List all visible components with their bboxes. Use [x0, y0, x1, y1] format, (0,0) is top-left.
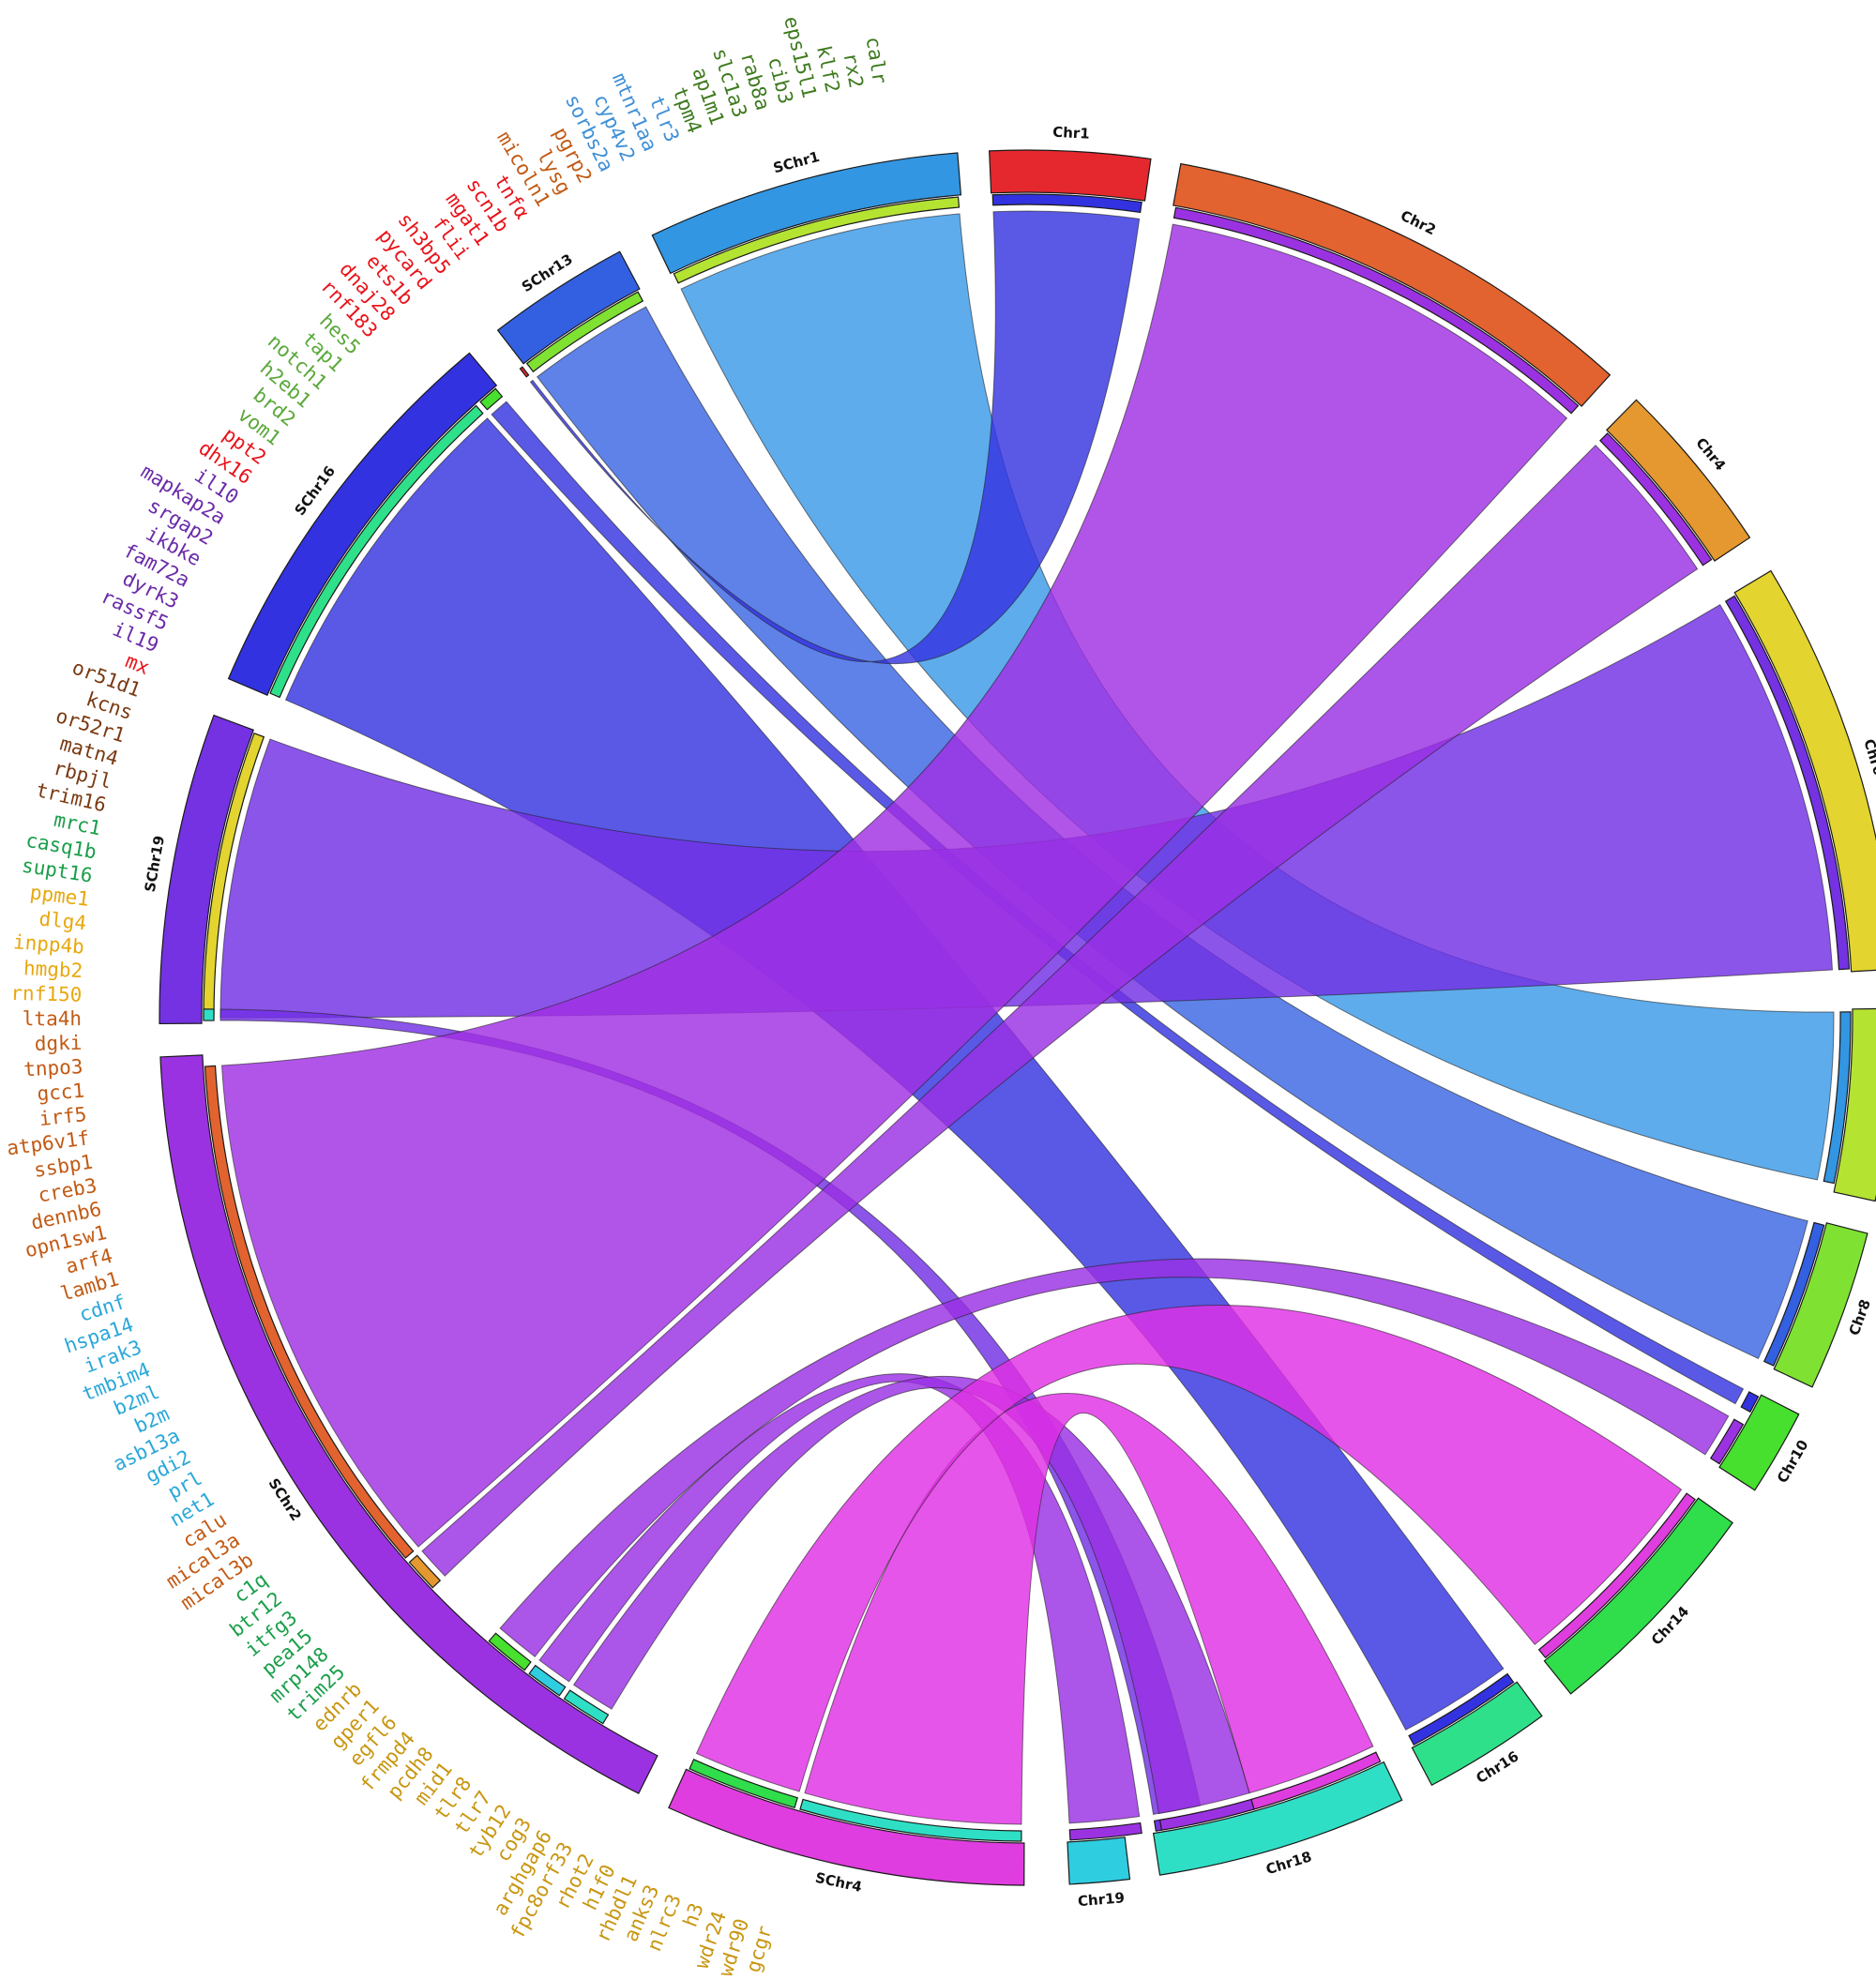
segment-label-chr19: Chr19	[1077, 1889, 1125, 1910]
link-strip-source-12	[799, 1798, 1022, 1842]
link-strip-source-3	[479, 387, 504, 411]
link-strip-source-0	[673, 196, 961, 284]
link-strip-source-6	[203, 1008, 215, 1021]
segment-chr19	[1067, 1836, 1131, 1885]
segment-schr4	[668, 1768, 1025, 1886]
segment-chr6	[1733, 569, 1876, 973]
link-strip-target-1	[1763, 1221, 1825, 1367]
segment-chr2	[1172, 162, 1611, 407]
segment-label-chr6: Chr6	[1860, 737, 1876, 778]
link-strip-target-10	[1158, 1798, 1255, 1831]
segment-schr19	[159, 714, 254, 1025]
segment-chr16	[1411, 1681, 1543, 1787]
link-strip-source-11	[408, 1554, 442, 1589]
segment-chr8	[1773, 1222, 1868, 1388]
segment-schr2	[159, 1054, 658, 1794]
link-ribbon-schr2-9	[538, 1373, 1141, 1824]
segment-label-schr1: SChr1	[771, 148, 821, 176]
segment-chr10	[1718, 1394, 1800, 1491]
link-strip-target-11	[1599, 432, 1713, 567]
link-strip-source-10	[563, 1689, 610, 1725]
link-strip-target-8	[1172, 206, 1580, 415]
link-strip-source-7	[488, 1632, 532, 1671]
gene-label-rnf150: rnf150	[10, 982, 82, 1006]
link-strip-target-3	[1740, 1391, 1760, 1413]
segment-chr1	[989, 149, 1152, 202]
link-ribbon-schr16-4	[529, 210, 1141, 665]
link-strip-source-8	[204, 1065, 415, 1559]
link-strip-target-13	[1537, 1492, 1696, 1659]
link-ribbon-schr2-11	[421, 445, 1699, 1577]
segment-schr13	[496, 250, 641, 365]
link-ribbon-schr2-7	[499, 1258, 1730, 1658]
link-strip-target-0	[1823, 1011, 1852, 1185]
segment-chr18	[1152, 1761, 1403, 1876]
link-strip-source-4	[519, 366, 530, 378]
segment-label-schr19: SChr19	[142, 835, 168, 894]
link-strip-target-4	[991, 193, 1142, 214]
chromosome-ring	[159, 149, 1876, 1886]
segment-label-chr18: Chr18	[1263, 1848, 1313, 1878]
gene-label-dgki: dgki	[34, 1032, 82, 1055]
segment-schr16	[227, 352, 498, 696]
link-strip-source-2	[269, 404, 484, 699]
gene-label-inpp4b: inpp4b	[12, 930, 84, 959]
segment-schr1	[651, 152, 962, 275]
link-strip-target-2	[1408, 1672, 1515, 1746]
link-ribbon-schr4-13	[695, 1305, 1683, 1792]
link-strip-source-9	[528, 1664, 567, 1697]
segment-label-chr1: Chr1	[1052, 124, 1090, 143]
link-strip-target-7	[1709, 1418, 1745, 1465]
segment-chr7	[1833, 1007, 1876, 1202]
gene-label-gcc1: gcc1	[37, 1080, 85, 1106]
gene-label-dlg4: dlg4	[38, 907, 88, 934]
gene-label-irf5: irf5	[38, 1103, 88, 1130]
segment-chr4	[1606, 399, 1751, 562]
link-strip-source-5	[203, 733, 265, 1019]
link-strip-target-9	[1068, 1821, 1142, 1841]
gene-label-tnpo3: tnpo3	[23, 1055, 83, 1081]
link-ribbons	[219, 210, 1835, 1825]
segment-label-chr2: Chr2	[1398, 207, 1438, 239]
link-strip-source-1	[525, 291, 644, 373]
gene-label-lta4h: lta4h	[23, 1007, 82, 1030]
gene-labels: calrrx2klf2eps15l1cib3rab8aslc1a3ap1m1tp…	[6, 14, 891, 1979]
link-strip-target-5	[1724, 595, 1851, 971]
segment-label-schr4: SChr4	[814, 1869, 864, 1896]
segment-chr14	[1543, 1497, 1733, 1695]
segment-label-chr8: Chr8	[1846, 1297, 1874, 1338]
link-strip-source-13	[688, 1759, 798, 1809]
gene-label-hmgb2: hmgb2	[23, 957, 83, 982]
link-ribbon-schr2-8	[220, 223, 1568, 1548]
link-strip-target-12	[1250, 1751, 1382, 1810]
link-ribbon-schr4-12	[804, 1393, 1374, 1825]
